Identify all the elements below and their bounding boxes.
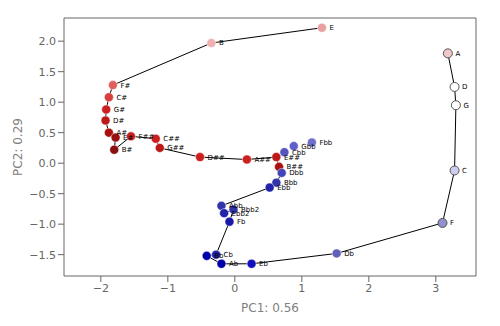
svg-text:−1.0: −1.0 [29,218,56,231]
svg-text:Cbb: Cbb [292,149,306,157]
svg-text:1.0: 1.0 [39,96,57,109]
svg-text:C#: C# [116,94,127,102]
svg-text:PC1: 0.56: PC1: 0.56 [241,301,299,315]
svg-text:D: D [462,83,467,91]
svg-text:E#: E# [123,134,133,142]
svg-text:0.0: 0.0 [39,157,57,170]
svg-text:Dbb: Dbb [289,169,304,177]
svg-text:Db: Db [344,250,354,258]
svg-text:−1: −1 [160,282,176,295]
svg-text:1: 1 [298,282,305,295]
svg-text:2.0: 2.0 [39,35,57,48]
svg-text:D#: D# [113,117,124,125]
svg-text:−2: −2 [93,282,109,295]
svg-text:Bb: Bb [214,252,224,260]
svg-text:2: 2 [365,282,372,295]
svg-text:0.5: 0.5 [39,127,57,140]
svg-text:−0.5: −0.5 [29,188,56,201]
svg-text:Cb: Cb [224,251,234,259]
svg-text:E: E [329,24,333,32]
svg-text:1.5: 1.5 [39,66,57,79]
svg-text:−1.5: −1.5 [29,249,56,262]
svg-text:F#: F# [120,82,130,90]
svg-text:B#: B# [122,146,133,154]
svg-text:0: 0 [231,282,238,295]
svg-text:Fb: Fb [237,218,246,226]
svg-text:A: A [455,50,460,58]
svg-text:G: G [463,102,468,110]
svg-text:F: F [450,219,454,227]
svg-text:Ebb: Ebb [277,184,291,192]
svg-text:F##: F## [139,133,155,141]
svg-text:B: B [219,39,224,47]
svg-text:Ab: Ab [229,260,239,268]
svg-text:Ebb2: Ebb2 [232,210,250,218]
svg-text:Fbb: Fbb [319,139,332,147]
svg-text:G##: G## [167,144,184,152]
svg-text:D##: D## [208,154,225,162]
svg-text:Eb: Eb [259,260,268,268]
svg-text:C: C [462,167,467,175]
svg-text:A##: A## [254,156,271,164]
svg-text:3: 3 [432,282,439,295]
svg-text:C##: C## [163,135,180,143]
svg-text:PC2: 0.29: PC2: 0.29 [11,118,25,176]
svg-text:G#: G# [114,106,125,114]
